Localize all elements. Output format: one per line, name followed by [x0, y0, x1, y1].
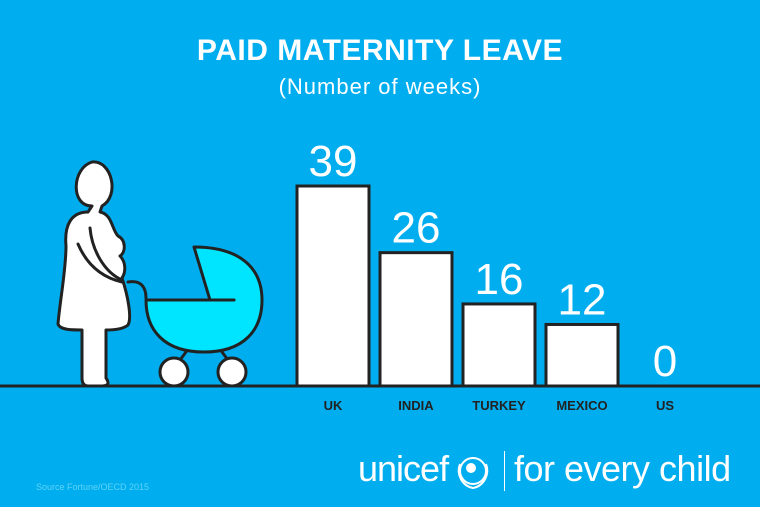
category-label: INDIA [398, 398, 434, 413]
pram-wheel [158, 356, 190, 388]
tagline: for every child [514, 448, 731, 489]
category-label: TURKEY [472, 398, 526, 413]
data-label: 12 [558, 275, 607, 324]
data-label: 39 [309, 137, 358, 186]
unicef-emblem-icon [457, 457, 489, 490]
bar-mexico [544, 322, 620, 388]
data-label: 16 [475, 255, 524, 304]
mother-pram-illustration [56, 160, 264, 388]
pram-body [144, 245, 264, 354]
data-label: 26 [392, 204, 441, 253]
source-note: Source Fortune/OECD 2015 [36, 482, 150, 492]
data-label: 0 [653, 337, 677, 386]
logo-divider [504, 451, 505, 491]
category-label: US [656, 398, 674, 413]
chart-title: PAID MATERNITY LEAVE [196, 34, 564, 67]
mother-figure [56, 160, 132, 388]
bar-india [378, 251, 454, 388]
category-label: UK [324, 398, 343, 413]
pram-handle [126, 280, 148, 300]
unicef-logo: unicef [358, 448, 449, 489]
chart-subtitle: (Number of weeks) [278, 74, 482, 99]
category-label: MEXICO [556, 398, 607, 413]
pram-wheel [216, 356, 248, 388]
bar-turkey [461, 302, 537, 388]
bar-uk [295, 184, 371, 388]
